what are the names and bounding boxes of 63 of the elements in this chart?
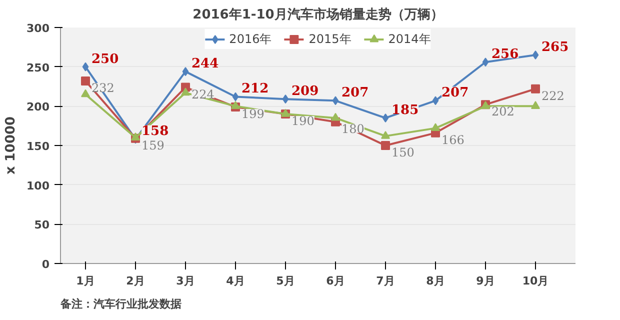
- y-tick-label: 50: [34, 218, 50, 232]
- point: [332, 96, 339, 106]
- point: [531, 101, 540, 109]
- x-tick-label: 8月: [426, 274, 445, 288]
- data-label: 224: [192, 87, 215, 102]
- legend-label: 2016年: [229, 30, 272, 48]
- point: [482, 58, 489, 67]
- point: [182, 67, 189, 76]
- point: [131, 132, 140, 140]
- x-tick-label: 4月: [226, 274, 245, 288]
- y-tick-label: 100: [26, 179, 50, 192]
- data-label: 244: [192, 56, 219, 72]
- x-tick-label: 10月: [522, 274, 549, 288]
- x-tick-label: 2月: [126, 274, 145, 288]
- y-axis-title: x 10000: [4, 116, 19, 175]
- y-tick-label: 250: [26, 61, 50, 74]
- data-label: 185: [392, 102, 419, 118]
- x-tick-label: 3月: [176, 274, 195, 288]
- data-label: 207: [442, 86, 469, 101]
- point: [532, 50, 539, 60]
- point: [232, 92, 239, 102]
- data-label: 150: [392, 146, 414, 160]
- data-label: 202: [492, 104, 514, 119]
- point: [432, 96, 439, 106]
- point: [381, 141, 390, 150]
- data-label: 250: [92, 52, 119, 67]
- data-label: 190: [292, 114, 314, 128]
- point: [81, 89, 90, 98]
- point: [81, 76, 90, 86]
- chart-title: 2016年1-10月汽车市场销量走势（万辆）: [192, 6, 444, 22]
- data-label: 207: [342, 86, 369, 101]
- point: [181, 88, 190, 96]
- point: [382, 113, 389, 122]
- data-label: 158: [142, 124, 169, 140]
- x-tick-label: 6月: [326, 274, 345, 288]
- point: [82, 62, 89, 72]
- data-label: 232: [92, 80, 114, 95]
- y-tick-label: 150: [26, 140, 50, 153]
- legend-label: 2015年: [308, 30, 352, 48]
- x-tick-label: 1月: [76, 274, 95, 288]
- data-label: 265: [542, 40, 569, 56]
- data-label: 180: [342, 122, 364, 136]
- point: [531, 84, 540, 94]
- text: 备注：汽车行业批发数据: [60, 298, 182, 310]
- point: [282, 94, 289, 104]
- data-label: 199: [242, 106, 264, 121]
- x-tick-label: 9月: [476, 274, 495, 288]
- legend-label: 2014年: [388, 30, 431, 48]
- data-label: 159: [142, 138, 164, 152]
- data-label: 222: [542, 88, 564, 103]
- x-tick-label: 7月: [376, 274, 395, 288]
- point: [381, 130, 390, 139]
- y-tick-label: 300: [26, 22, 50, 35]
- point: [431, 123, 440, 132]
- data-label: 209: [292, 84, 319, 100]
- data-label: 256: [492, 47, 519, 62]
- point: [231, 101, 240, 109]
- y-tick-label: 0: [42, 258, 50, 271]
- data-label: 212: [242, 82, 269, 97]
- data-label: 166: [442, 132, 464, 147]
- y-tick-label: 200: [26, 100, 50, 114]
- x-tick-label: 5月: [276, 274, 295, 288]
- point: [331, 112, 340, 121]
